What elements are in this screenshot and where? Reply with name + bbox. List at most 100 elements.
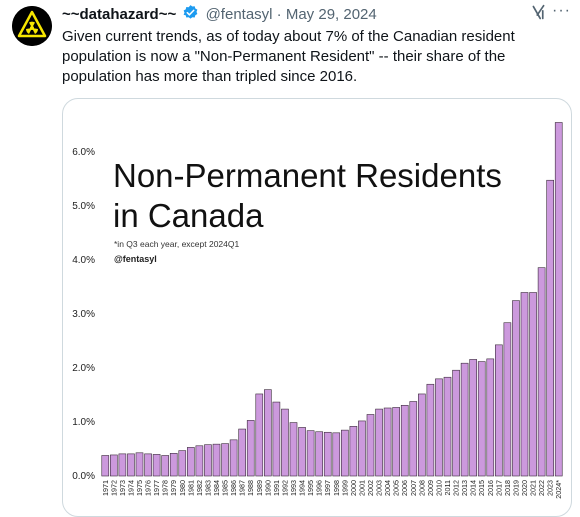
x-tick-label: 1983 [203, 480, 212, 496]
x-tick-label: 2018 [503, 480, 512, 496]
bar-2004 [383, 407, 392, 477]
avatar[interactable] [12, 6, 52, 46]
tweet-header: ~~datahazard~~ @fentasyl · May 29, 2024 [62, 4, 377, 27]
bar-2000 [349, 426, 358, 477]
bar-2015 [477, 361, 486, 477]
x-tick-label: 1993 [289, 480, 298, 496]
y-tick-label: 3.0% [72, 309, 95, 320]
x-tick-label: 2000 [349, 480, 358, 496]
bar-2019 [512, 300, 520, 477]
bar-2009 [426, 383, 435, 477]
bar-1987 [238, 428, 246, 477]
bar-1995 [306, 430, 315, 477]
x-tick-label: 1978 [161, 480, 170, 496]
bar-2007 [409, 401, 418, 477]
x-tick-label: 2021 [529, 480, 538, 496]
bar-1979 [169, 453, 178, 477]
bar-1990 [264, 389, 272, 477]
bar-1982 [195, 445, 204, 477]
bar-1993 [289, 422, 298, 477]
bar-1996 [315, 431, 323, 477]
bar-2023 [546, 179, 554, 477]
x-tick-label: 1976 [144, 480, 153, 496]
bar-2003 [375, 408, 383, 477]
tweet-date[interactable]: May 29, 2024 [285, 6, 377, 23]
author-handle[interactable]: @fentasyl [205, 6, 273, 23]
more-icon[interactable]: ··· [552, 2, 571, 19]
x-tick-label: 1996 [315, 480, 324, 496]
bar-1988 [246, 420, 255, 477]
x-tick-label: 1990 [263, 480, 272, 496]
bar-1991 [272, 401, 281, 477]
x-tick-label: 2014 [469, 480, 478, 496]
x-tick-label: 1986 [229, 480, 238, 496]
radioactive-hazard-icon [12, 6, 52, 46]
tweet-media-chart[interactable]: 0.0% 1.0% 2.0% 3.0% 4.0% 5.0% 6.0% 1971 1972 197… [62, 98, 572, 517]
bar-1975 [135, 452, 144, 477]
bar-1999 [341, 429, 349, 477]
x-tick-label: 1981 [186, 480, 195, 496]
chart-credit: @fentasyl [114, 254, 157, 264]
bar-2024* [554, 122, 563, 477]
x-tick-label: 1997 [323, 480, 332, 496]
bar-1997 [323, 431, 332, 477]
chart-title-line-2: in Canada [113, 197, 264, 234]
bar-2011 [443, 376, 452, 477]
bar-2014 [469, 359, 477, 477]
bar-1978 [161, 455, 169, 477]
bar-1989 [255, 393, 264, 477]
x-tick-label: 1979 [169, 480, 178, 496]
x-tick-label: 1980 [178, 480, 187, 496]
x-tick-label: 1982 [195, 480, 204, 496]
x-tick-label: 2002 [366, 480, 375, 496]
bar-1980 [178, 450, 187, 477]
bar-2006 [400, 404, 409, 477]
x-tick-label: 1994 [298, 480, 307, 496]
bar-2002 [366, 414, 375, 477]
y-axis: 0.0% 1.0% 2.0% 3.0% 4.0% 5.0% 6.0% [72, 147, 95, 482]
x-tick-label: 1977 [152, 480, 161, 496]
bar-1971 [101, 455, 110, 477]
bar-1981 [187, 447, 195, 477]
x-tick-label: 1971 [101, 480, 110, 496]
separator-dot: · [276, 6, 282, 23]
bar-1998 [332, 432, 341, 477]
chart-title-line-1: Non-Permanent Residents [113, 157, 502, 194]
bar-2022 [537, 267, 546, 477]
x-tick-label: 1998 [332, 480, 341, 496]
x-tick-label: 1985 [221, 480, 230, 496]
x-tick-label: 2022 [537, 480, 546, 496]
bar-1984 [212, 443, 221, 477]
x-tick-label: 2010 [434, 480, 443, 496]
tweet-text: Given current trends, as of today about … [62, 28, 515, 85]
x-tick-label: 1988 [246, 480, 255, 496]
bar-chart: 0.0%1.0%2.0%3.0%4.0%5.0%6.0% 1971 1972 197… [72, 122, 563, 499]
grok-button[interactable] [530, 4, 547, 26]
x-tick-label: 2024* [554, 480, 563, 499]
x-tick-label: 2019 [511, 480, 520, 496]
bar-2005 [392, 407, 400, 477]
bar-series [101, 122, 563, 477]
bar-2021 [529, 292, 537, 477]
x-axis: 1971 1972 1973 1974 1975 1976 1977 1978 1979 1980… [101, 480, 563, 499]
y-tick-label: 6.0% [72, 147, 95, 158]
y-tick-label: 0.0% [72, 471, 95, 482]
bar-1986 [229, 439, 238, 477]
bar-2008 [418, 393, 426, 477]
bar-2013 [460, 362, 469, 477]
x-tick-label: 2009 [426, 480, 435, 496]
author-name[interactable]: ~~datahazard~~ [62, 6, 177, 23]
x-tick-label: 2003 [375, 480, 384, 496]
bar-1983 [204, 444, 212, 477]
x-tick-label: 2017 [494, 480, 503, 496]
x-tick-label: 2004 [383, 480, 392, 496]
bar-1992 [281, 408, 289, 477]
grok-icon [532, 4, 545, 20]
x-tick-label: 1972 [109, 480, 118, 496]
x-tick-label: 1984 [212, 480, 221, 496]
x-tick-label: 2013 [460, 480, 469, 496]
bar-1972 [110, 454, 118, 477]
bar-1977 [152, 454, 161, 477]
y-tick-label: 5.0% [72, 201, 95, 212]
x-tick-label: 1995 [306, 480, 315, 496]
